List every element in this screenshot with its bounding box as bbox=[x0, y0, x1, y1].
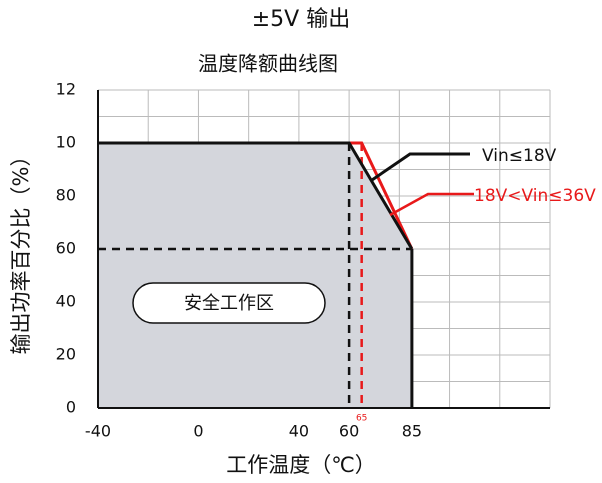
x-tick-label: 85 bbox=[402, 422, 422, 441]
y-tick-label: 60 bbox=[56, 239, 76, 258]
legend-leader bbox=[371, 152, 470, 182]
y-tick-label: 40 bbox=[56, 292, 76, 311]
annotation-box bbox=[132, 282, 326, 324]
x-tick-label: 60 bbox=[339, 422, 359, 441]
legend-label: Vin≤18V bbox=[482, 146, 557, 166]
y-tick-label: 20 bbox=[56, 345, 76, 364]
y-axis-label: 输出功率百分比（%） bbox=[9, 146, 33, 355]
y-tick-label: 10 bbox=[56, 133, 76, 152]
legend-label: 18V<Vin≤36V bbox=[474, 186, 596, 206]
chart-subtitle: 温度降额曲线图 bbox=[198, 52, 338, 76]
x-tick-label: 0 bbox=[193, 422, 203, 441]
y-tick-label: 12 bbox=[56, 80, 76, 99]
legend-leader bbox=[389, 192, 474, 217]
annotation: 安全工作区 bbox=[184, 293, 274, 314]
safe-area bbox=[98, 143, 412, 408]
chart-title: ±5V 输出 bbox=[252, 7, 350, 32]
y-tick-label: 80 bbox=[56, 186, 76, 205]
x-tick-label: 40 bbox=[289, 422, 309, 441]
x-tick-label: -40 bbox=[85, 422, 111, 441]
x-axis-label: 工作温度（℃） bbox=[226, 453, 376, 477]
y-tick-label: 0 bbox=[66, 398, 76, 417]
x-tick-label: 65 bbox=[356, 414, 367, 424]
